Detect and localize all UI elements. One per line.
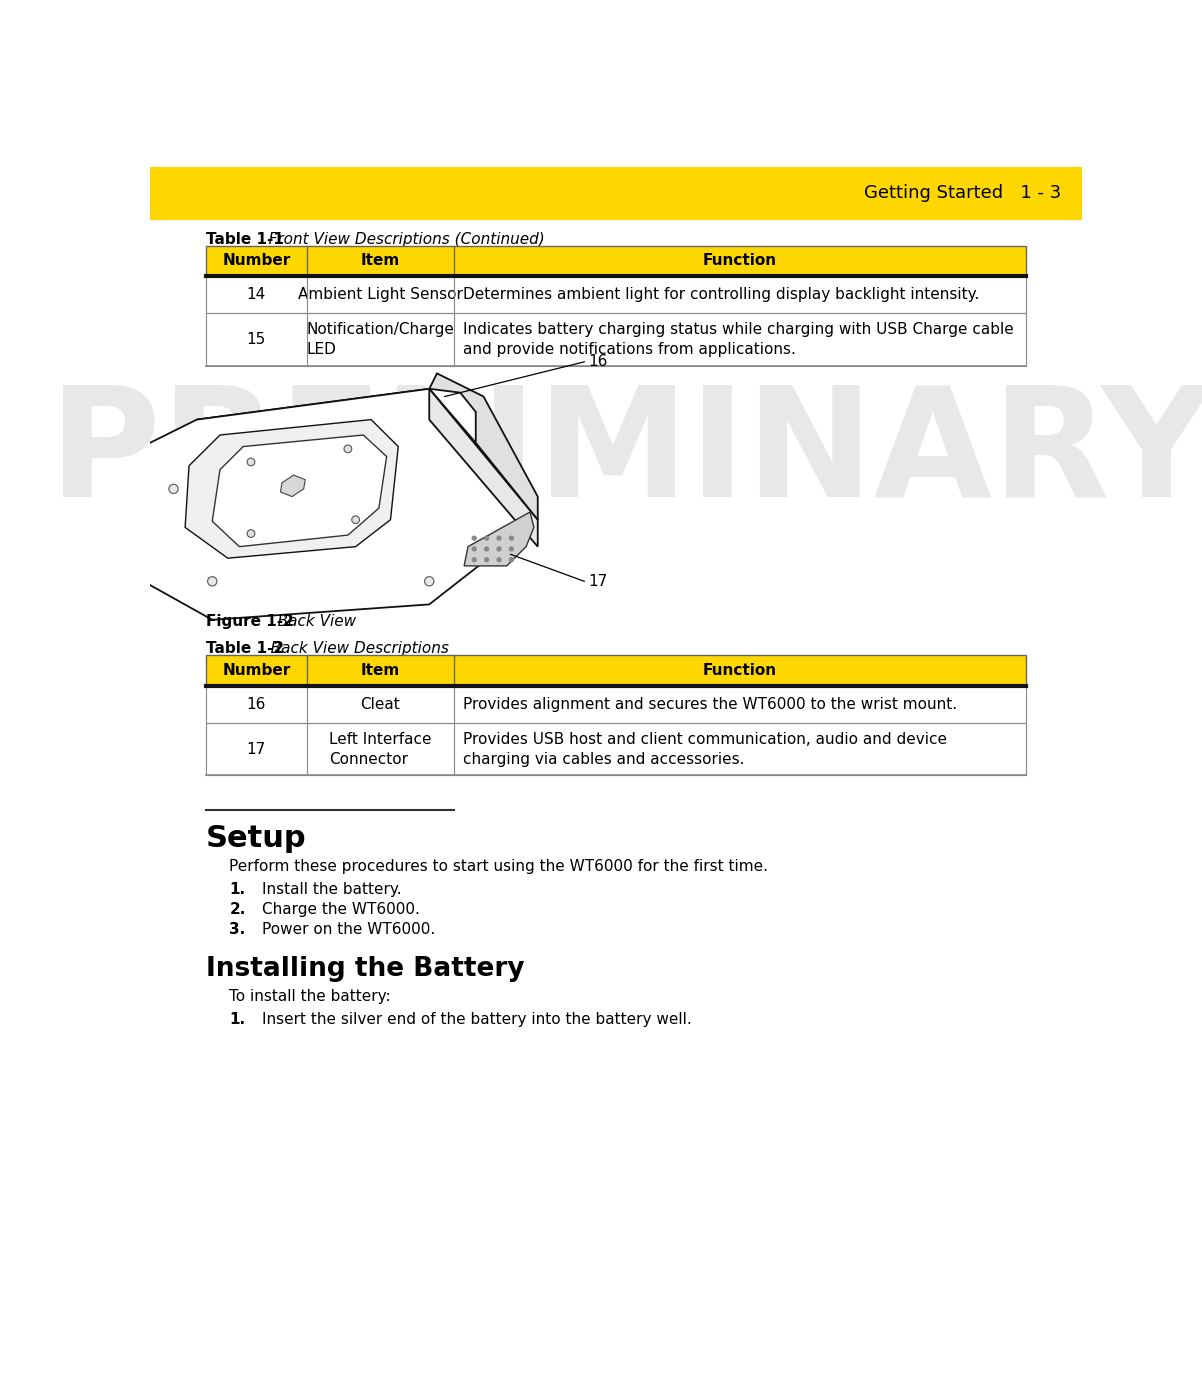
Bar	[454, 686, 1027, 722]
Text: Setup: Setup	[206, 824, 307, 853]
Text: 3.: 3.	[230, 923, 245, 937]
Circle shape	[168, 484, 178, 494]
Bar	[206, 277, 1027, 313]
Text: Notification/Charge
LED: Notification/Charge LED	[307, 322, 454, 356]
Circle shape	[424, 576, 434, 586]
Polygon shape	[429, 373, 537, 519]
Circle shape	[472, 558, 476, 561]
Bar	[206, 245, 307, 277]
Text: Figure 1-2: Figure 1-2	[206, 614, 294, 629]
Bar	[454, 245, 1027, 277]
Bar	[206, 277, 307, 313]
Circle shape	[484, 558, 488, 561]
Polygon shape	[197, 388, 476, 473]
Bar	[206, 686, 1027, 722]
Text: 17: 17	[588, 574, 607, 589]
Bar	[454, 722, 1027, 775]
Bar	[307, 686, 454, 722]
Bar	[206, 313, 1027, 366]
Circle shape	[498, 536, 501, 540]
Bar	[307, 656, 454, 686]
Text: Back View: Back View	[263, 614, 357, 629]
Bar	[307, 313, 454, 366]
Text: Front View Descriptions (Continued): Front View Descriptions (Continued)	[254, 231, 545, 246]
Text: 1.: 1.	[230, 1012, 245, 1027]
Text: Item: Item	[361, 253, 400, 269]
Text: Table 1-1: Table 1-1	[206, 231, 284, 246]
Bar	[454, 656, 1027, 686]
Text: 2.: 2.	[230, 902, 245, 917]
Polygon shape	[88, 388, 537, 619]
Text: Back View Descriptions: Back View Descriptions	[256, 642, 448, 657]
Text: 15: 15	[246, 333, 266, 347]
Text: Determines ambient light for controlling display backlight intensity.: Determines ambient light for controlling…	[463, 287, 980, 302]
Polygon shape	[185, 419, 398, 558]
Circle shape	[248, 458, 255, 466]
Text: Ambient Light Sensor: Ambient Light Sensor	[298, 287, 463, 302]
Bar	[150, 167, 1082, 220]
Bar	[307, 722, 454, 775]
Circle shape	[510, 558, 513, 561]
Text: 16: 16	[246, 697, 266, 711]
Bar	[206, 245, 1027, 277]
Circle shape	[498, 547, 501, 551]
Text: Provides USB host and client communication, audio and device
charging via cables: Provides USB host and client communicati…	[463, 732, 947, 767]
Polygon shape	[280, 475, 305, 497]
Circle shape	[498, 558, 501, 561]
Text: To install the battery:: To install the battery:	[230, 988, 391, 1004]
Text: Item: Item	[361, 663, 400, 678]
Text: Table 1-2: Table 1-2	[206, 642, 284, 657]
Circle shape	[484, 547, 488, 551]
Circle shape	[472, 536, 476, 540]
Text: Indicates battery charging status while charging with USB Charge cable
and provi: Indicates battery charging status while …	[463, 322, 1014, 356]
Circle shape	[510, 536, 513, 540]
Polygon shape	[464, 512, 534, 567]
Text: Number: Number	[222, 253, 291, 269]
Text: 14: 14	[246, 287, 266, 302]
Circle shape	[472, 547, 476, 551]
Text: Function: Function	[703, 663, 776, 678]
Text: 16: 16	[588, 355, 607, 369]
Text: Installing the Battery: Installing the Battery	[206, 956, 525, 983]
Circle shape	[248, 530, 255, 537]
Circle shape	[484, 536, 488, 540]
Text: Charge the WT6000.: Charge the WT6000.	[262, 902, 419, 917]
Bar	[307, 277, 454, 313]
Text: Getting Started   1 - 3: Getting Started 1 - 3	[863, 184, 1061, 202]
Circle shape	[344, 445, 352, 452]
Text: Left Interface
Connector: Left Interface Connector	[329, 732, 432, 767]
Bar	[206, 656, 1027, 686]
Text: Provides alignment and secures the WT6000 to the wrist mount.: Provides alignment and secures the WT600…	[463, 697, 958, 711]
Text: Function: Function	[703, 253, 776, 269]
Bar	[206, 656, 307, 686]
Bar	[454, 277, 1027, 313]
Text: Cleat: Cleat	[361, 697, 400, 711]
Bar	[206, 686, 307, 722]
Bar	[206, 722, 1027, 775]
Bar	[307, 245, 454, 277]
Circle shape	[352, 516, 359, 523]
Text: Perform these procedures to start using the WT6000 for the first time.: Perform these procedures to start using …	[230, 859, 768, 874]
Text: Insert the silver end of the battery into the battery well.: Insert the silver end of the battery int…	[262, 1012, 691, 1027]
Polygon shape	[213, 434, 387, 547]
Circle shape	[510, 547, 513, 551]
Bar	[454, 313, 1027, 366]
Bar	[206, 722, 307, 775]
Bar	[206, 313, 307, 366]
Polygon shape	[429, 388, 537, 547]
Text: PRELIMINARY: PRELIMINARY	[49, 380, 1202, 529]
Text: Install the battery.: Install the battery.	[262, 883, 401, 898]
Circle shape	[208, 576, 216, 586]
Text: 1.: 1.	[230, 883, 245, 898]
Text: Power on the WT6000.: Power on the WT6000.	[262, 923, 435, 937]
Text: 17: 17	[246, 742, 266, 757]
Text: Number: Number	[222, 663, 291, 678]
